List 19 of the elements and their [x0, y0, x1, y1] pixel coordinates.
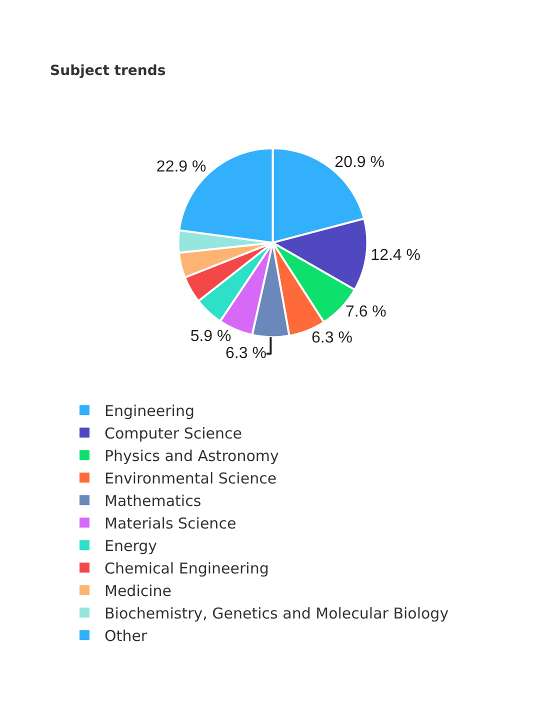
legend-label: Chemical Engineering — [104, 560, 269, 578]
data-label: 5.9 % — [190, 328, 232, 346]
legend-label: Medicine — [104, 582, 172, 600]
data-label: 6.3 % — [312, 330, 352, 347]
chart-title: Subject trends — [50, 62, 166, 79]
legend-label: Other — [104, 627, 148, 645]
legend-label: Energy — [104, 537, 158, 555]
data-label: 12.4 % — [370, 246, 420, 264]
legend-label: Computer Science — [104, 424, 242, 442]
legend-label: Physics and Astronomy — [104, 447, 279, 465]
legend-label: Mathematics — [104, 492, 202, 510]
data-label: 22.9 % — [156, 158, 206, 176]
data-label: 6.3 % — [226, 345, 266, 362]
legend-label: Engineering — [104, 402, 194, 420]
data-label: 7.6 % — [345, 303, 386, 320]
legend-label: Environmental Science — [104, 470, 277, 488]
legend-label: Materials Science — [104, 514, 236, 532]
data-label: 20.9 % — [334, 154, 384, 172]
legend-label: Biochemistry, Genetics and Molecular Biology — [104, 604, 449, 622]
